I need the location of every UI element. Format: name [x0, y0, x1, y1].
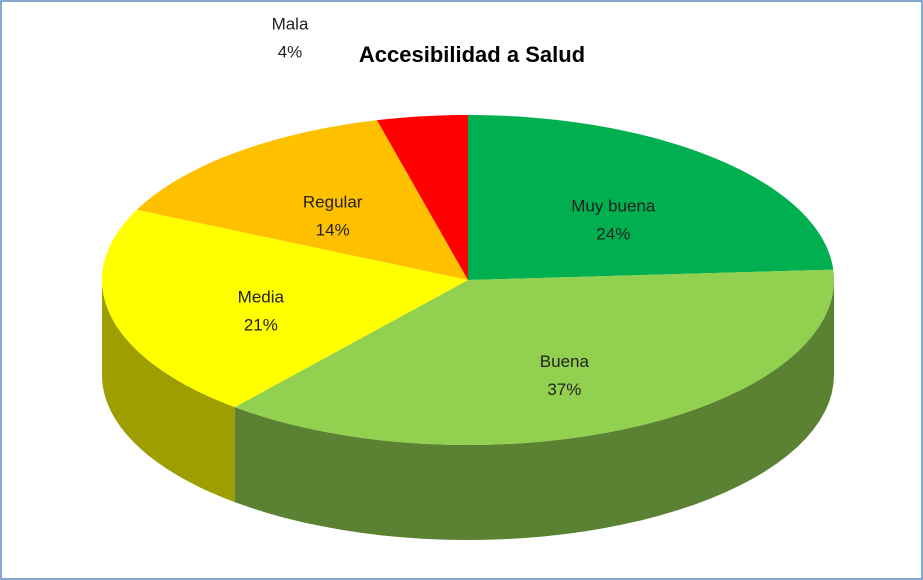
slice-value-label: 4%	[278, 42, 303, 61]
slice-label: Muy buena	[571, 197, 656, 216]
slice	[468, 115, 834, 280]
slice-value-label: 37%	[547, 380, 581, 399]
slice	[376, 115, 468, 280]
slice	[234, 269, 834, 445]
slice-label: Mala	[272, 14, 309, 33]
pie-tops	[102, 115, 834, 445]
slice-value-label: 24%	[596, 225, 630, 244]
chart-title: Accesibilidad a Salud	[359, 42, 585, 67]
slice-side	[102, 280, 235, 503]
slice-side	[234, 280, 834, 540]
slice	[136, 120, 468, 280]
pie-sides	[102, 280, 834, 540]
slice-label: Media	[238, 287, 285, 306]
slice-value-label: 21%	[244, 315, 278, 334]
slice-label: Buena	[540, 352, 590, 371]
slice-value-label: 14%	[316, 221, 350, 240]
slice-label: Regular	[303, 193, 363, 212]
slice	[102, 209, 468, 408]
